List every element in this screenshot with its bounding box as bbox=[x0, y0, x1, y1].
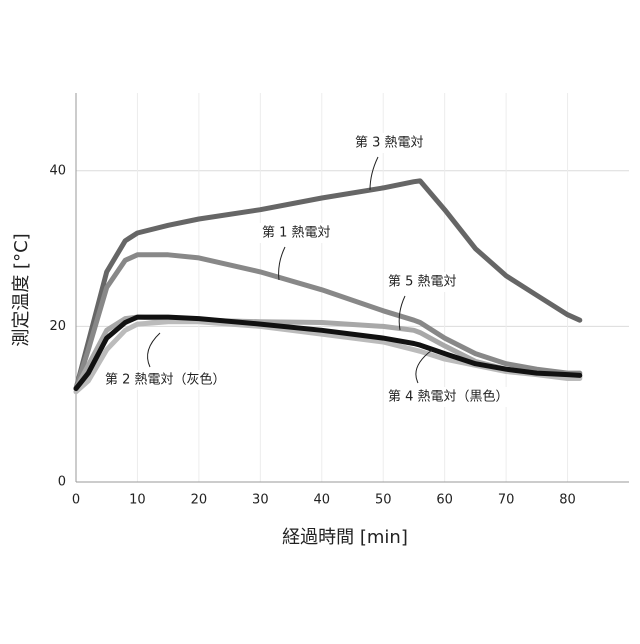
series-label: 第 2 熱電対（灰色） bbox=[105, 372, 226, 388]
y-tick-label: 0 bbox=[58, 475, 66, 490]
x-tick-label: 30 bbox=[252, 493, 269, 508]
x-tick-label: 60 bbox=[436, 493, 453, 508]
leader-line bbox=[399, 296, 405, 330]
x-tick-label: 50 bbox=[375, 493, 392, 508]
series-label: 第 1 熱電対 bbox=[262, 226, 331, 241]
y-tick-label: 20 bbox=[49, 319, 66, 334]
x-tick-label: 20 bbox=[191, 493, 208, 508]
leader-line bbox=[370, 157, 378, 190]
x-tick-label: 80 bbox=[559, 493, 576, 508]
chart: 経過時間 [min] 測定温度 [°C] 0 20 40 0 10 20 30 40 50 60 7… bbox=[0, 0, 640, 640]
y-axis-title: 測定温度 [°C] bbox=[11, 233, 32, 346]
series-label: 第 4 熱電対（黒色） bbox=[388, 389, 509, 405]
x-tick-label: 0 bbox=[72, 493, 80, 508]
leader-line bbox=[148, 333, 160, 367]
series-label: 第 3 熱電対 bbox=[355, 136, 424, 151]
x-tick-label: 70 bbox=[498, 493, 515, 508]
series-label: 第 5 熱電対 bbox=[388, 275, 457, 290]
x-tick-label: 10 bbox=[129, 493, 146, 508]
series-line bbox=[76, 181, 580, 389]
x-axis-title: 経過時間 [min] bbox=[282, 527, 408, 548]
y-tick-label: 40 bbox=[49, 163, 66, 178]
x-tick-label: 40 bbox=[314, 493, 331, 508]
